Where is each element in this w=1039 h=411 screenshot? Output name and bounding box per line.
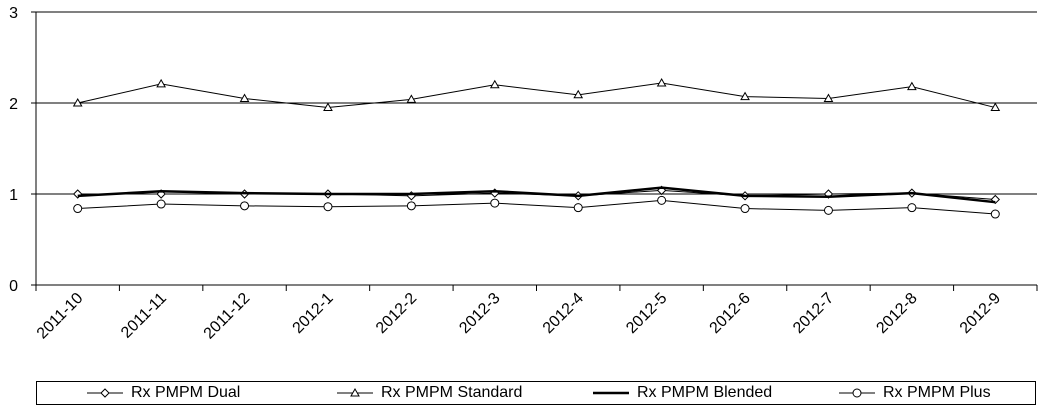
point-3-7	[657, 195, 667, 205]
point-1-3	[323, 102, 333, 112]
point-3-2	[240, 201, 250, 211]
legend-label-dual: Rx PMPM Dual	[131, 384, 241, 401]
series-group	[72, 77, 1001, 219]
gridlines	[36, 11, 1037, 195]
y-tick-label-3: 3	[9, 5, 18, 22]
point-1-4	[406, 94, 417, 103]
point-1-5	[489, 79, 500, 89]
point-3-10	[907, 203, 917, 213]
series-rx-pmpm-blended	[77, 186, 996, 204]
x-tick-label-2011-10: 2011-10	[34, 290, 87, 343]
point-1-1	[156, 78, 166, 88]
x-tick-label-2012-7: 2012-7	[790, 290, 837, 337]
x-tick-label-2012-8: 2012-8	[873, 290, 920, 337]
point-3-8	[740, 204, 750, 214]
diamond-marker-icon	[87, 388, 123, 398]
x-tick-label-2012-6: 2012-6	[707, 290, 754, 337]
series-rx-pmpm-plus	[73, 195, 1000, 219]
point-1-7	[656, 77, 667, 87]
triangle-marker-icon	[337, 387, 373, 397]
point-3-9	[823, 205, 833, 215]
series-line-2	[77, 186, 996, 204]
point-3-6	[573, 203, 583, 213]
y-tick-label-1: 1	[9, 187, 18, 204]
x-tick-label-2011-11: 2011-11	[118, 290, 170, 342]
x-tick-label-2012-5: 2012-5	[623, 290, 670, 337]
legend-label-plus: Rx PMPM Plus	[883, 384, 991, 401]
point-3-0	[73, 204, 83, 214]
x-tick-label-2011-12: 2011-12	[201, 290, 254, 343]
y-tick-label-0: 0	[9, 278, 18, 295]
legend: Rx PMPM Dual Rx PMPM Standard Rx PMPM Bl…	[36, 381, 1036, 405]
point-3-1	[156, 199, 166, 209]
x-tick-label-2012-2: 2012-2	[373, 290, 420, 337]
point-1-11	[990, 102, 1001, 112]
legend-label-blended: Rx PMPM Blended	[637, 384, 773, 401]
point-3-5	[490, 198, 500, 208]
point-3-3	[323, 202, 333, 212]
circle-marker-icon	[839, 388, 875, 398]
series-line-3	[77, 199, 996, 215]
x-tick-label-2012-9: 2012-9	[957, 290, 1004, 337]
point-1-0	[72, 97, 83, 107]
x-tick-label-2012-3: 2012-3	[456, 290, 503, 337]
point-3-4	[406, 201, 416, 211]
x-tick-label-2012-4: 2012-4	[540, 290, 587, 337]
legend-label-standard: Rx PMPM Standard	[381, 384, 523, 401]
series-line-1	[77, 82, 996, 109]
axes	[31, 11, 1038, 291]
point-3-11	[990, 209, 1000, 219]
point-1-6	[573, 89, 584, 99]
series-rx-pmpm-standard	[72, 77, 1001, 112]
point-1-8	[740, 91, 750, 101]
point-1-2	[239, 93, 250, 102]
line-marker-icon	[593, 391, 629, 395]
point-1-9	[823, 93, 834, 102]
y-tick-label-2: 2	[9, 96, 18, 113]
x-tick-label-2012-1: 2012-1	[290, 290, 337, 337]
tick-labels: 0 1 2 3 2011-10 2011-11 2011-12 2012-1 2012-2 201…	[9, 5, 1004, 343]
point-1-10	[907, 81, 917, 91]
